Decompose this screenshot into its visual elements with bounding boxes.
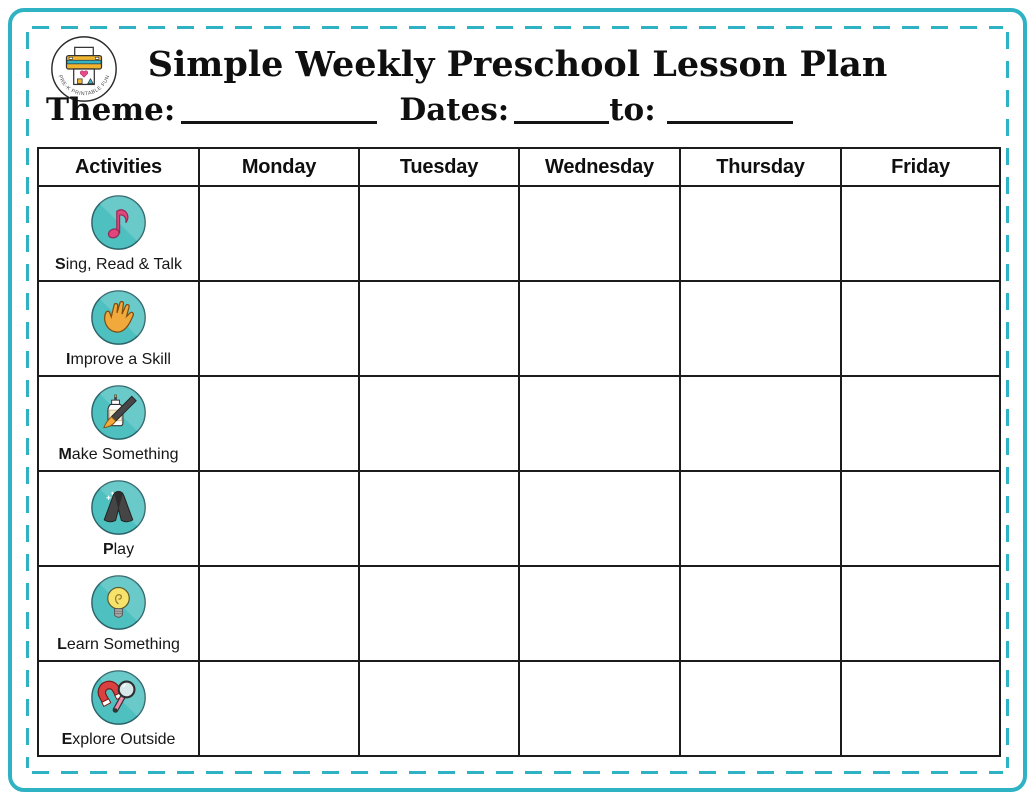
printer-logo: PRE-K PRINTABLE FUN <box>50 35 118 103</box>
theme-blank-line <box>181 98 378 124</box>
table-row: Explore Outside <box>37 660 1001 757</box>
table-row: Play <box>37 470 1001 567</box>
day-cell <box>518 375 681 472</box>
to-label: to: <box>609 92 656 128</box>
day-cell <box>358 565 520 662</box>
col-header-wednesday: Wednesday <box>518 147 681 187</box>
day-cell <box>518 660 681 757</box>
table-row: Learn Something <box>37 565 1001 662</box>
activity-label: Sing, Read & Talk <box>55 256 182 274</box>
activity-cell-improve-a-skill: Improve a Skill <box>37 280 200 377</box>
activity-cell-play: Play <box>37 470 200 567</box>
day-cell <box>518 185 681 282</box>
col-header-friday: Friday <box>840 147 1001 187</box>
table-header-row: Activities Monday Tuesday Wednesday Thur… <box>37 147 1001 187</box>
day-cell <box>840 375 1001 472</box>
music-note-icon <box>90 194 147 251</box>
day-cell <box>840 185 1001 282</box>
day-cell <box>198 565 360 662</box>
day-cell <box>198 375 360 472</box>
day-cell <box>679 375 842 472</box>
lightbulb-icon <box>90 574 147 631</box>
day-cell <box>198 185 360 282</box>
activity-cell-learn-something: Learn Something <box>37 565 200 662</box>
day-cell <box>679 565 842 662</box>
day-cell <box>679 660 842 757</box>
hand-icon <box>90 289 147 346</box>
inner-dashed-border-bottom <box>32 771 1003 774</box>
day-cell <box>679 185 842 282</box>
activity-cell-explore-outside: Explore Outside <box>37 660 200 757</box>
activity-label: Make Something <box>58 446 179 464</box>
theme-dates-line: Theme: Dates: to: <box>46 92 793 128</box>
day-cell <box>840 660 1001 757</box>
inner-dashed-border-top <box>32 26 1003 29</box>
day-cell <box>358 660 520 757</box>
inner-dashed-border-left <box>26 32 29 768</box>
theme-label: Theme: <box>46 92 176 128</box>
col-header-activities: Activities <box>37 147 200 187</box>
day-cell <box>198 660 360 757</box>
day-cell <box>518 565 681 662</box>
table-row: Sing, Read & Talk <box>37 185 1001 282</box>
day-cell <box>840 280 1001 377</box>
day-cell <box>679 470 842 567</box>
dates-from-blank-line <box>514 98 610 124</box>
col-header-monday: Monday <box>198 147 360 187</box>
activity-label: Improve a Skill <box>66 351 171 369</box>
magnet-and-magnifier-icon <box>90 669 147 726</box>
day-cell <box>198 280 360 377</box>
table-row: Improve a Skill <box>37 280 1001 377</box>
glue-and-paintbrush-icon <box>90 384 147 441</box>
printer-logo-icon: PRE-K PRINTABLE FUN <box>51 36 117 102</box>
page-title: Simple Weekly Preschool Lesson Plan <box>147 44 888 85</box>
dates-to-blank-line <box>666 98 793 124</box>
activity-cell-sing-read-talk: Sing, Read & Talk <box>37 185 200 282</box>
col-header-thursday: Thursday <box>679 147 842 187</box>
day-cell <box>358 280 520 377</box>
day-cell <box>358 470 520 567</box>
day-cell <box>679 280 842 377</box>
day-cell <box>358 375 520 472</box>
dates-label: Dates: <box>399 92 510 128</box>
day-cell <box>840 565 1001 662</box>
day-cell <box>840 470 1001 567</box>
inner-dashed-border-right <box>1006 32 1009 768</box>
table-row: Make Something <box>37 375 1001 472</box>
blanket-fort-icon <box>90 479 147 536</box>
activity-label: Play <box>102 541 135 559</box>
activity-label: Learn Something <box>57 636 180 654</box>
activity-label: Explore Outside <box>61 731 176 749</box>
col-header-tuesday: Tuesday <box>358 147 520 187</box>
day-cell <box>358 185 520 282</box>
day-cell <box>518 280 681 377</box>
lesson-plan-table: Activities Monday Tuesday Wednesday Thur… <box>37 147 1001 757</box>
day-cell <box>198 470 360 567</box>
activity-cell-make-something: Make Something <box>37 375 200 472</box>
outer-teal-border <box>8 8 1027 792</box>
day-cell <box>518 470 681 567</box>
